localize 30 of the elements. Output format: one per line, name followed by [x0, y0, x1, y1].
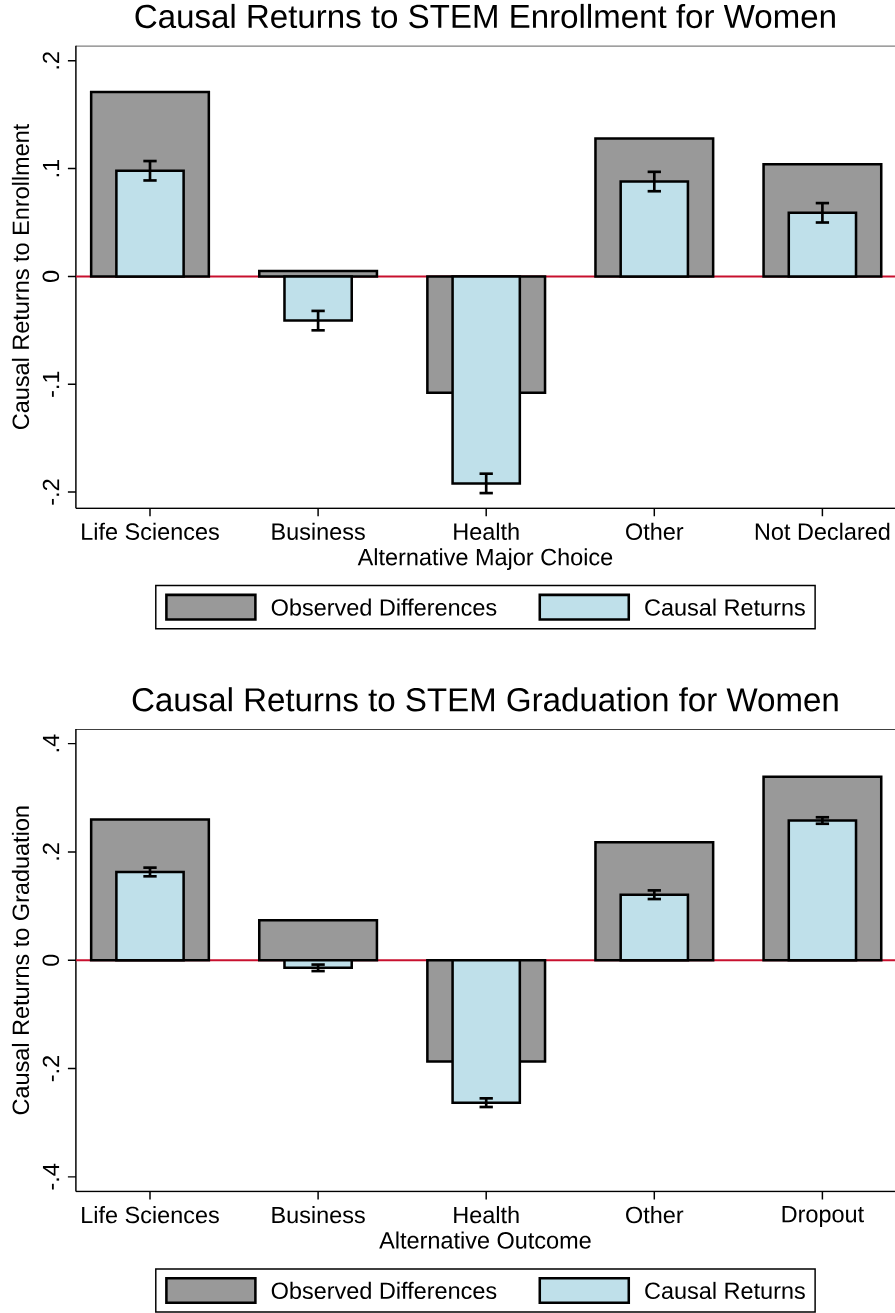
y-axis-title: Causal Returns to Graduation: [11, 806, 30, 1115]
legend-label: Causal Returns: [645, 1281, 805, 1300]
x-tick-label: Health: [454, 1206, 519, 1224]
y-tick-label: .2: [42, 843, 60, 860]
chart-title: Causal Returns to STEM Enrollment for Women: [135, 3, 835, 29]
chart-title: Causal Returns to STEM Graduation for Women: [132, 687, 838, 712]
x-tick-label: Health: [454, 522, 519, 540]
y-tick-label: -.2: [42, 1056, 60, 1082]
x-tick-label: Other: [626, 1206, 684, 1224]
x-tick-label: Business: [272, 522, 365, 540]
x-tick-label: Business: [272, 1206, 365, 1224]
y-tick-label: .1: [42, 159, 60, 177]
y-tick-label: .4: [42, 734, 60, 752]
y-tick-label: -.1: [42, 371, 60, 397]
legend-label: Observed Differences: [271, 1281, 497, 1300]
x-tick-label: Life Sciences: [82, 522, 219, 540]
legend-label: Observed Differences: [271, 598, 497, 616]
x-tick-label: Life Sciences: [82, 1206, 219, 1224]
y-tick-label: -.4: [42, 1163, 60, 1190]
y-tick-label: -.2: [42, 479, 60, 505]
x-axis-title: Alternative Major Choice: [357, 548, 613, 571]
legend-label: Causal Returns: [645, 598, 805, 616]
y-tick-label: 0: [42, 954, 60, 966]
y-tick-label: .2: [42, 52, 60, 69]
x-tick-label: Other: [626, 522, 684, 540]
x-axis-title: Alternative Outcome: [379, 1231, 591, 1249]
y-tick-label: 0: [42, 270, 60, 283]
x-tick-label: Dropout: [782, 1206, 864, 1228]
y-axis-title: Causal Returns to Enrollment: [11, 123, 30, 430]
x-tick-label: Not Declared: [755, 522, 890, 540]
